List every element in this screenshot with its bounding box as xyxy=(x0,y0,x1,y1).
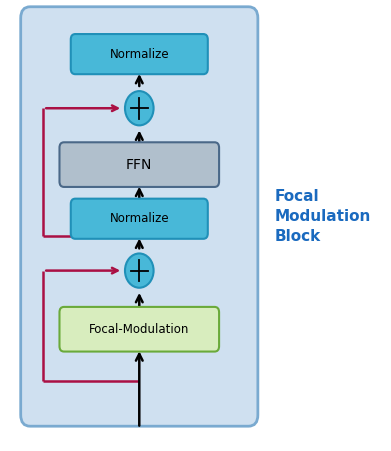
Circle shape xyxy=(125,253,154,288)
Circle shape xyxy=(125,91,154,125)
Text: FFN: FFN xyxy=(126,157,152,172)
FancyBboxPatch shape xyxy=(71,198,208,239)
FancyBboxPatch shape xyxy=(59,307,219,352)
Text: Normalize: Normalize xyxy=(109,48,169,60)
Text: Normalize: Normalize xyxy=(109,212,169,225)
FancyBboxPatch shape xyxy=(71,34,208,74)
Text: Focal
Modulation
Block: Focal Modulation Block xyxy=(275,189,371,244)
FancyBboxPatch shape xyxy=(59,143,219,187)
Text: Focal-Modulation: Focal-Modulation xyxy=(89,323,190,336)
FancyBboxPatch shape xyxy=(21,7,258,426)
